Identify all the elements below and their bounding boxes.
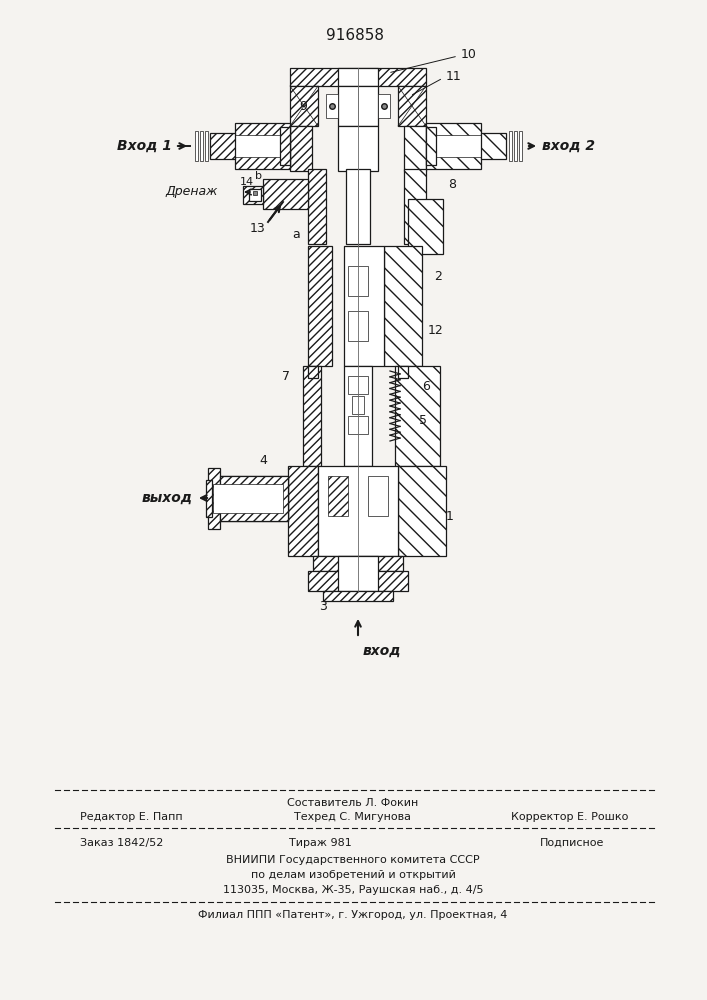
Bar bbox=[308, 366, 318, 378]
Text: Филиал ППП «Патент», г. Ужгород, ул. Проектная, 4: Филиал ППП «Патент», г. Ужгород, ул. Про… bbox=[198, 910, 508, 920]
Bar bbox=[208, 468, 220, 529]
Text: Тираж 981: Тираж 981 bbox=[288, 838, 351, 848]
Bar bbox=[263, 179, 308, 209]
Bar bbox=[205, 131, 208, 161]
Bar bbox=[235, 135, 290, 157]
Text: a: a bbox=[292, 228, 300, 240]
Text: Редактор Е. Папп: Редактор Е. Папп bbox=[80, 812, 182, 822]
Text: 916858: 916858 bbox=[326, 28, 384, 43]
Bar bbox=[404, 126, 426, 171]
Bar bbox=[323, 591, 393, 601]
Bar bbox=[398, 86, 426, 126]
Text: ВНИИПИ Государственного комитета СССР: ВНИИПИ Государственного комитета СССР bbox=[226, 855, 480, 865]
Bar bbox=[481, 133, 506, 159]
Bar bbox=[404, 169, 426, 244]
Bar bbox=[398, 366, 408, 378]
Bar bbox=[338, 68, 378, 86]
Bar bbox=[348, 416, 368, 434]
Bar bbox=[206, 480, 212, 517]
Text: вход: вход bbox=[363, 644, 402, 658]
Text: 11: 11 bbox=[446, 70, 462, 83]
Text: 4: 4 bbox=[259, 454, 267, 468]
Bar bbox=[253, 191, 257, 195]
Bar bbox=[280, 127, 290, 165]
Bar bbox=[308, 246, 332, 366]
Bar bbox=[308, 169, 326, 244]
Text: Заказ 1842/52: Заказ 1842/52 bbox=[80, 838, 163, 848]
Bar bbox=[509, 131, 512, 161]
Bar bbox=[290, 68, 426, 86]
Bar bbox=[348, 376, 368, 394]
Bar bbox=[303, 366, 321, 466]
Bar bbox=[318, 466, 398, 556]
Bar bbox=[346, 169, 370, 244]
Bar bbox=[308, 571, 408, 591]
Bar bbox=[514, 131, 517, 161]
Bar bbox=[344, 366, 372, 466]
Text: 13: 13 bbox=[250, 223, 266, 235]
Bar bbox=[220, 476, 288, 521]
Text: 9: 9 bbox=[299, 100, 307, 112]
Text: b: b bbox=[255, 171, 262, 181]
Text: Вход 1: Вход 1 bbox=[117, 139, 172, 153]
Text: Подписное: Подписное bbox=[540, 838, 604, 848]
Bar bbox=[426, 123, 481, 169]
Text: 5: 5 bbox=[419, 414, 427, 428]
Bar bbox=[398, 466, 446, 556]
Bar bbox=[235, 123, 290, 169]
Bar bbox=[384, 246, 422, 366]
Text: Составитель Л. Фокин: Составитель Л. Фокин bbox=[287, 798, 419, 808]
Bar bbox=[218, 476, 288, 521]
Text: 10: 10 bbox=[461, 47, 477, 60]
Bar bbox=[378, 94, 390, 118]
Bar bbox=[328, 476, 348, 516]
Bar bbox=[348, 311, 368, 341]
Bar bbox=[243, 186, 263, 204]
Bar bbox=[368, 476, 388, 516]
Text: по делам изобретений и открытий: по делам изобретений и открытий bbox=[250, 870, 455, 880]
Bar bbox=[288, 466, 318, 556]
Text: 8: 8 bbox=[448, 178, 456, 190]
Bar bbox=[426, 135, 481, 157]
Bar bbox=[313, 556, 403, 571]
Text: выход: выход bbox=[142, 491, 193, 505]
Text: 3: 3 bbox=[319, 599, 327, 612]
Bar bbox=[210, 133, 235, 159]
Text: 113035, Москва, Ж-35, Раушская наб., д. 4/5: 113035, Москва, Ж-35, Раушская наб., д. … bbox=[223, 885, 484, 895]
Text: вход 2: вход 2 bbox=[542, 139, 595, 153]
Bar bbox=[290, 86, 318, 126]
Bar bbox=[408, 199, 443, 254]
Bar bbox=[326, 94, 338, 118]
Bar bbox=[348, 266, 368, 296]
Bar bbox=[395, 366, 440, 466]
Text: Дренаж: Дренаж bbox=[165, 186, 218, 198]
Text: 7: 7 bbox=[282, 369, 290, 382]
Bar bbox=[249, 189, 261, 201]
Text: 1: 1 bbox=[446, 510, 454, 522]
Text: 12: 12 bbox=[428, 324, 444, 338]
Bar bbox=[338, 126, 378, 171]
Bar bbox=[290, 126, 312, 171]
Text: 6: 6 bbox=[422, 379, 430, 392]
Bar bbox=[338, 556, 378, 591]
Bar bbox=[338, 86, 378, 126]
Text: Техред С. Мигунова: Техред С. Мигунова bbox=[295, 812, 411, 822]
Bar bbox=[200, 131, 203, 161]
Text: 2: 2 bbox=[434, 269, 442, 282]
Text: Корректор Е. Рошко: Корректор Е. Рошко bbox=[510, 812, 628, 822]
Bar bbox=[519, 131, 522, 161]
Bar bbox=[426, 127, 436, 165]
Bar bbox=[195, 131, 198, 161]
Bar bbox=[344, 246, 384, 366]
Bar bbox=[352, 396, 364, 414]
Text: 14: 14 bbox=[240, 177, 254, 187]
Bar bbox=[213, 484, 283, 513]
